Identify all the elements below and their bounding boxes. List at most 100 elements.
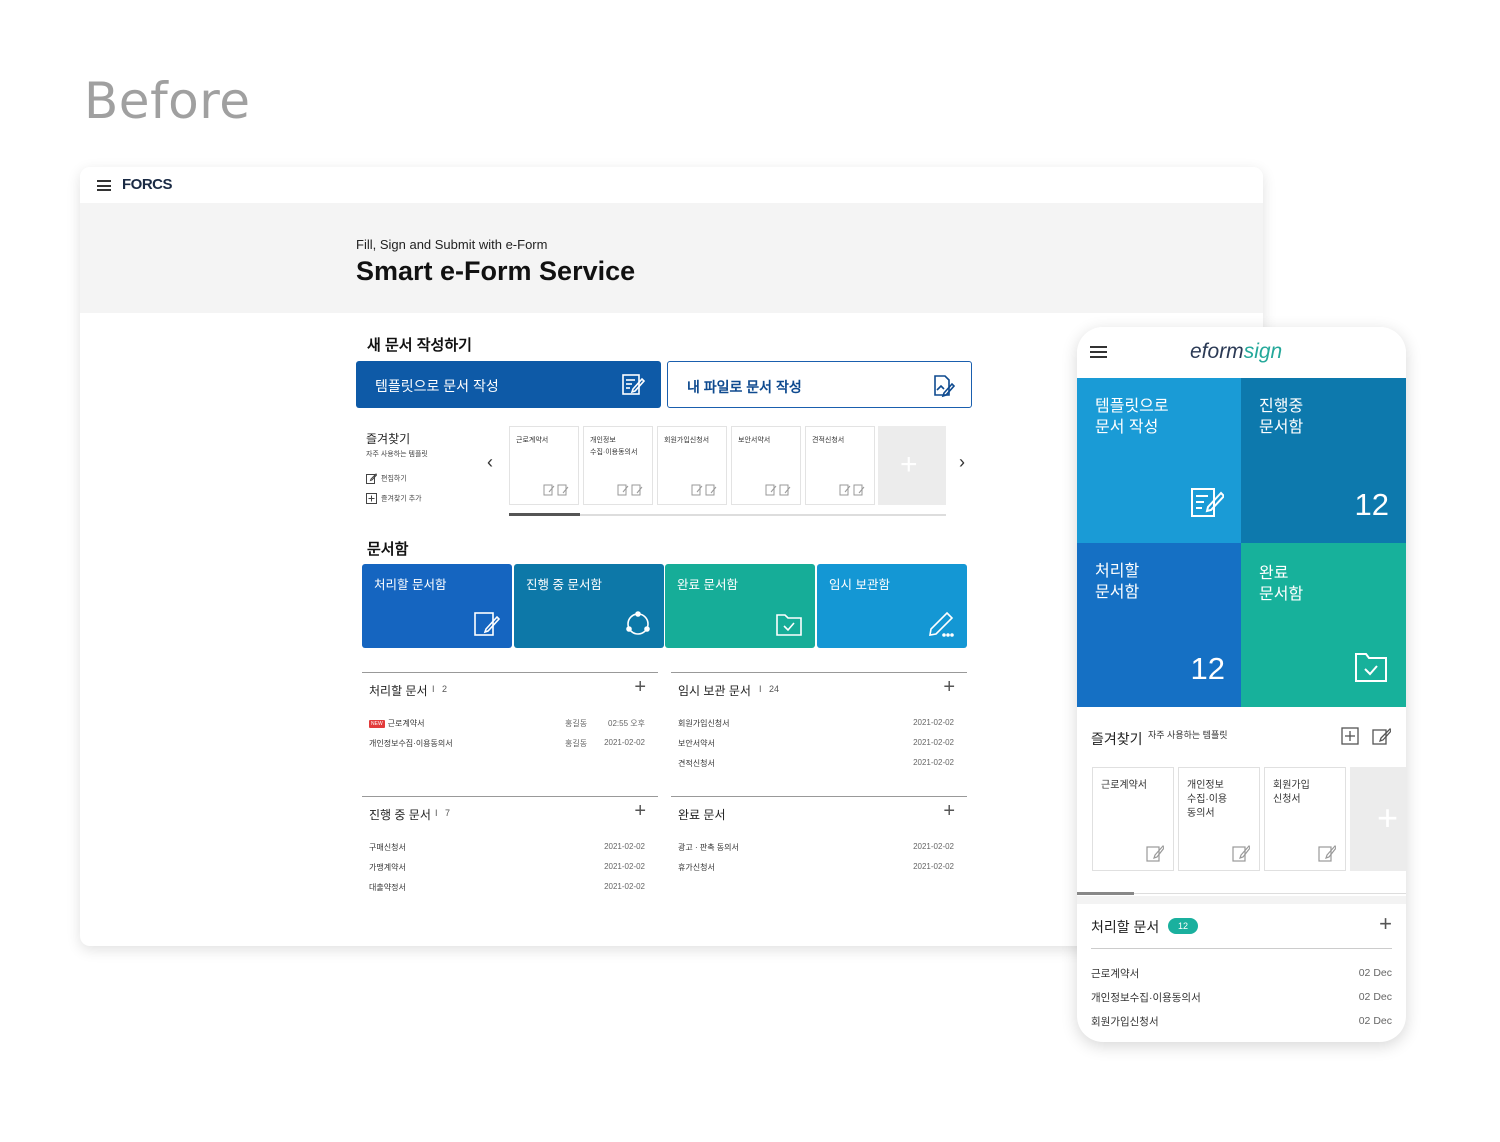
list-item-date: 2021-02-02 [604,862,645,871]
progress-box[interactable]: 진행 중 문서함 [514,564,664,648]
list-item-date: 2021-02-02 [913,718,954,727]
template-card-label: 개인정보 수집·이용동의서 [590,437,638,456]
list-count: 2 [442,684,448,694]
list-item[interactable]: 구매신청서 2021-02-02 [369,842,645,854]
todo-box[interactable]: 처리할 문서함 [362,564,512,648]
carousel-scroll-track [509,514,946,516]
template-card-label: 개인정보 수집·이용 동의서 [1187,780,1228,819]
hero-title: Smart e-Form Service [356,256,636,286]
carousel-scroll-thumb[interactable] [1077,892,1134,895]
hero-banner: Fill, Sign and Submit with e-Form Smart … [80,203,1263,313]
menu-icon[interactable] [1090,346,1107,358]
list-item-date: 02 Dec [1358,967,1392,979]
list-title[interactable]: 임시 보관 문서 [678,684,751,698]
carousel-next-arrow[interactable]: › [959,452,965,472]
list-divider [671,796,967,797]
template-card[interactable]: 개인정보 수집·이용동의서 [583,426,653,505]
template-card[interactable]: 보안서약서 [731,426,801,505]
list-title[interactable]: 완료 문서 [678,808,726,822]
tile-count: 12 [1190,651,1225,686]
list-item-name: 보안서약서 [678,739,715,748]
list-item[interactable]: 견적신청서 2021-02-02 [678,758,954,770]
list-item[interactable]: 회원가입신청서 2021-02-02 [678,718,954,730]
list-title[interactable]: 진행 중 문서 [369,808,431,822]
mobile-screen: eformsign 템플릿으로 문서 작성 진행중 문서함 12 처리할 문서함… [1077,327,1406,1042]
todo-list-title[interactable]: 처리할 문서 [1091,919,1160,935]
template-card-label: 근로계약서 [516,437,549,444]
template-doc-button[interactable]: 템플릿으로 문서 작성 [356,361,661,408]
tile-todo[interactable]: 처리할 문서함 12 [1077,543,1242,707]
forcs-logo[interactable]: FORCS [122,176,173,193]
template-doc-label: 템플릿으로 문서 작성 [375,378,499,394]
done-box[interactable]: 완료 문서함 [665,564,815,648]
list-item-name: 회원가입신청서 [1091,1016,1159,1028]
eformsign-logo[interactable]: eformsign [1190,340,1282,364]
template-card[interactable]: 개인정보 수집·이용 동의서 [1178,767,1260,871]
list-item[interactable]: 개인정보수집·이용동의서 홍길동 2021-02-02 [369,738,645,750]
list-more-button[interactable]: + [634,676,646,698]
list-item-owner: 홍길동 [565,739,588,748]
template-card[interactable]: 근로계약서 [509,426,579,505]
list-more-button[interactable]: + [943,800,955,822]
edit-icons[interactable] [543,484,569,496]
edit-icons[interactable] [691,484,717,496]
file-doc-label: 내 파일로 문서 작성 [687,379,802,395]
add-favorite-icon[interactable] [1341,727,1359,745]
list-item[interactable]: 개인정보수집·이용동의서 02 Dec [1091,990,1392,1005]
list-item[interactable]: 가맹계약서 2021-02-02 [369,862,645,874]
file-doc-button[interactable]: 내 파일로 문서 작성 [667,361,972,408]
temp-box-label: 임시 보관함 [829,578,890,592]
tile-label: 완료 문서함 [1259,565,1304,603]
edit-icon[interactable] [1318,844,1336,862]
list-divider-mark: I [759,684,762,694]
edit-icons[interactable] [617,484,643,496]
list-more-button[interactable]: + [634,800,646,822]
list-item-name: 견적신청서 [678,759,715,768]
carousel-prev-arrow[interactable]: ‹ [487,452,493,472]
new-badge: NEW [369,720,385,728]
edit-favorites-icon[interactable] [1372,727,1391,745]
list-item-owner: 홍길동 [565,719,588,728]
favorites-add-link[interactable]: 즐겨찾기 추가 [366,493,422,504]
list-item-date: 2021-02-02 [913,842,954,851]
list-item-name: 휴가신청서 [678,863,715,872]
list-item-name: 근로계약서 [1091,968,1140,980]
edit-document-icon [622,374,645,395]
carousel-scroll-track [1077,893,1406,894]
list-divider-mark: I [432,684,435,694]
carousel-scroll-thumb[interactable] [509,513,580,516]
upload-document-icon [934,375,955,398]
edit-icon[interactable] [1232,844,1250,862]
list-more-button[interactable]: + [1379,911,1392,936]
list-item-date: 2021-02-02 [604,842,645,851]
temp-box[interactable]: 임시 보관함 [817,564,967,648]
list-item[interactable]: 광고 · 판촉 동의서 2021-02-02 [678,842,954,854]
template-card[interactable]: 회원가입신청서 [657,426,727,505]
edit-icon[interactable] [1146,844,1164,862]
edit-icons[interactable] [839,484,865,496]
template-card-label: 회원가입신청서 [664,437,710,444]
add-template-card[interactable]: + [1350,767,1406,871]
list-item[interactable]: NEW 근로계약서 홍길동 02:55 오후 [369,718,645,730]
tile-in-progress[interactable]: 진행중 문서함 12 [1241,378,1406,543]
list-item[interactable]: 회원가입신청서 02 Dec [1091,1014,1392,1029]
list-item[interactable]: 대출약정서 2021-02-02 [369,882,645,894]
tile-done[interactable]: 완료 문서함 [1241,543,1406,707]
tile-label: 진행중 문서함 [1259,398,1304,436]
template-card[interactable]: 견적신청서 [805,426,875,505]
template-card[interactable]: 회원가입 신청서 [1264,767,1346,871]
list-item[interactable]: 휴가신청서 2021-02-02 [678,862,954,874]
template-card[interactable]: 근로계약서 [1092,767,1174,871]
tile-template[interactable]: 템플릿으로 문서 작성 [1077,378,1242,543]
list-title[interactable]: 처리할 문서 [369,684,428,698]
edit-icons[interactable] [765,484,791,496]
favorites-edit-link[interactable]: 편집하기 [366,473,407,484]
list-item[interactable]: 보안서약서 2021-02-02 [678,738,954,750]
add-template-card[interactable]: + [878,426,946,505]
top-bar: FORCS [80,167,1263,203]
list-item-name: 대출약정서 [369,883,406,892]
list-item[interactable]: 근로계약서 02 Dec [1091,966,1392,981]
list-more-button[interactable]: + [943,676,955,698]
template-card-label: 보안서약서 [738,437,771,444]
menu-icon[interactable] [97,180,111,191]
